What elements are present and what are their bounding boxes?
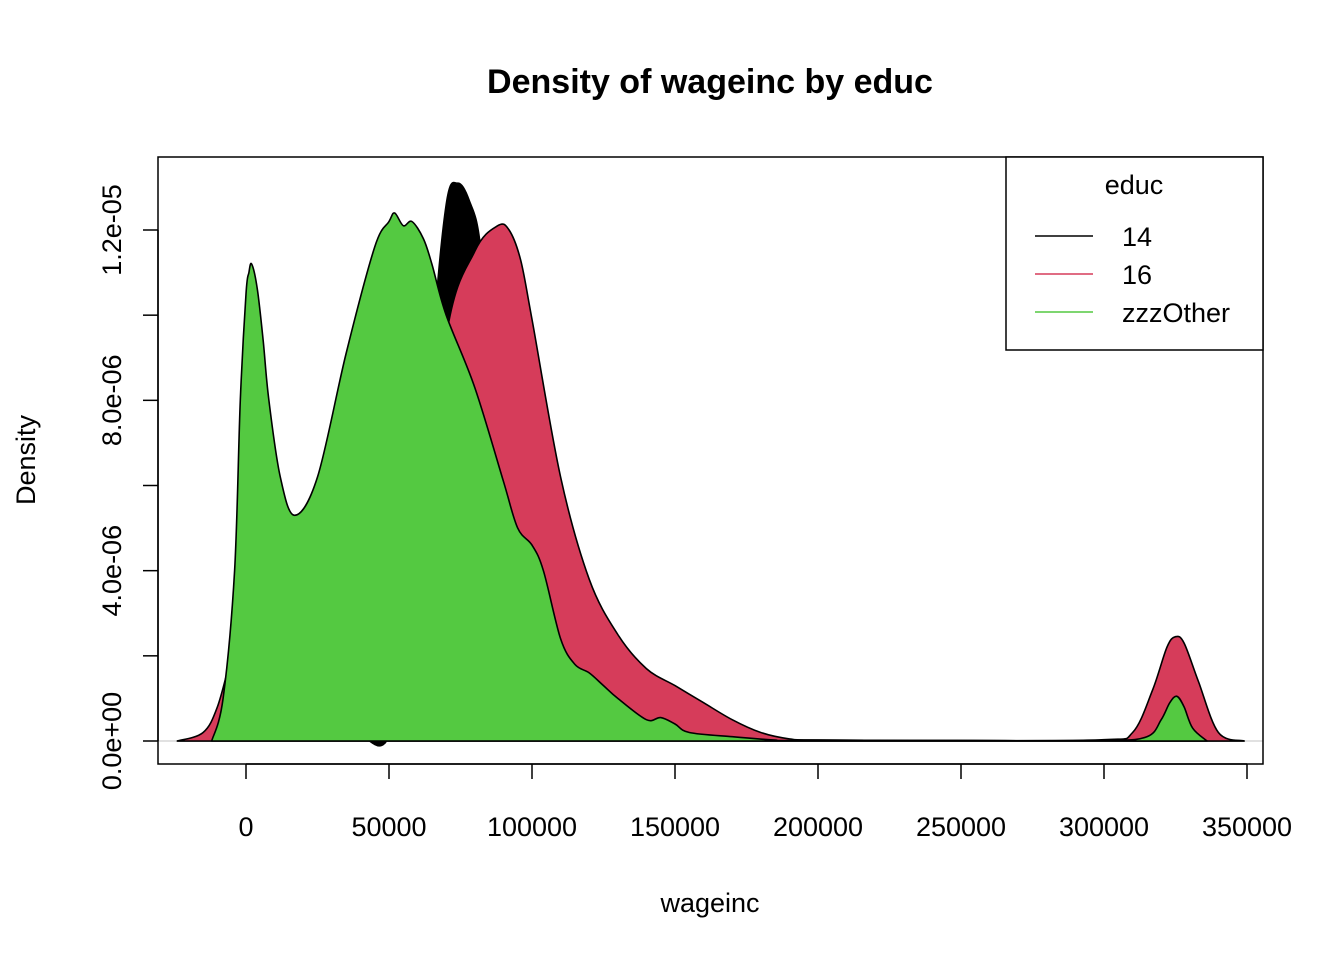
y-axis-label: Density [11,414,41,505]
x-tick-label: 250000 [916,812,1006,842]
x-tick-label: 350000 [1202,812,1292,842]
legend-title: educ [1105,170,1164,200]
x-tick-label: 50000 [351,812,426,842]
x-tick-label: 100000 [487,812,577,842]
legend-label-zzzOther: zzzOther [1122,298,1230,328]
legend-label-14: 14 [1122,222,1152,252]
x-tick-label: 300000 [1059,812,1149,842]
y-tick-label: 1.2e-05 [97,184,127,276]
plot-area [158,181,1263,747]
y-tick-label: 0.0e+00 [97,692,127,790]
legend-label-16: 16 [1122,260,1152,290]
legend-box [1005,156,1264,351]
x-tick-label: 150000 [630,812,720,842]
y-tick-label: 8.0e-06 [97,355,127,447]
y-axis: 0.0e+00 4.0e-06 8.0e-06 1.2e-05 [97,184,159,790]
x-tick-label: 200000 [773,812,863,842]
x-axis: 0 50000 100000 150000 200000 250000 300000 3500… [238,763,1292,842]
x-axis-label: wageinc [659,888,759,918]
density-series-zzzOther [210,212,1208,742]
x-tick-label: 0 [238,812,253,842]
legend: educ 14 16 zzzOther [1005,156,1264,351]
y-tick-label: 4.0e-06 [97,525,127,617]
chart-title: Density of wageinc by educ [487,63,933,101]
